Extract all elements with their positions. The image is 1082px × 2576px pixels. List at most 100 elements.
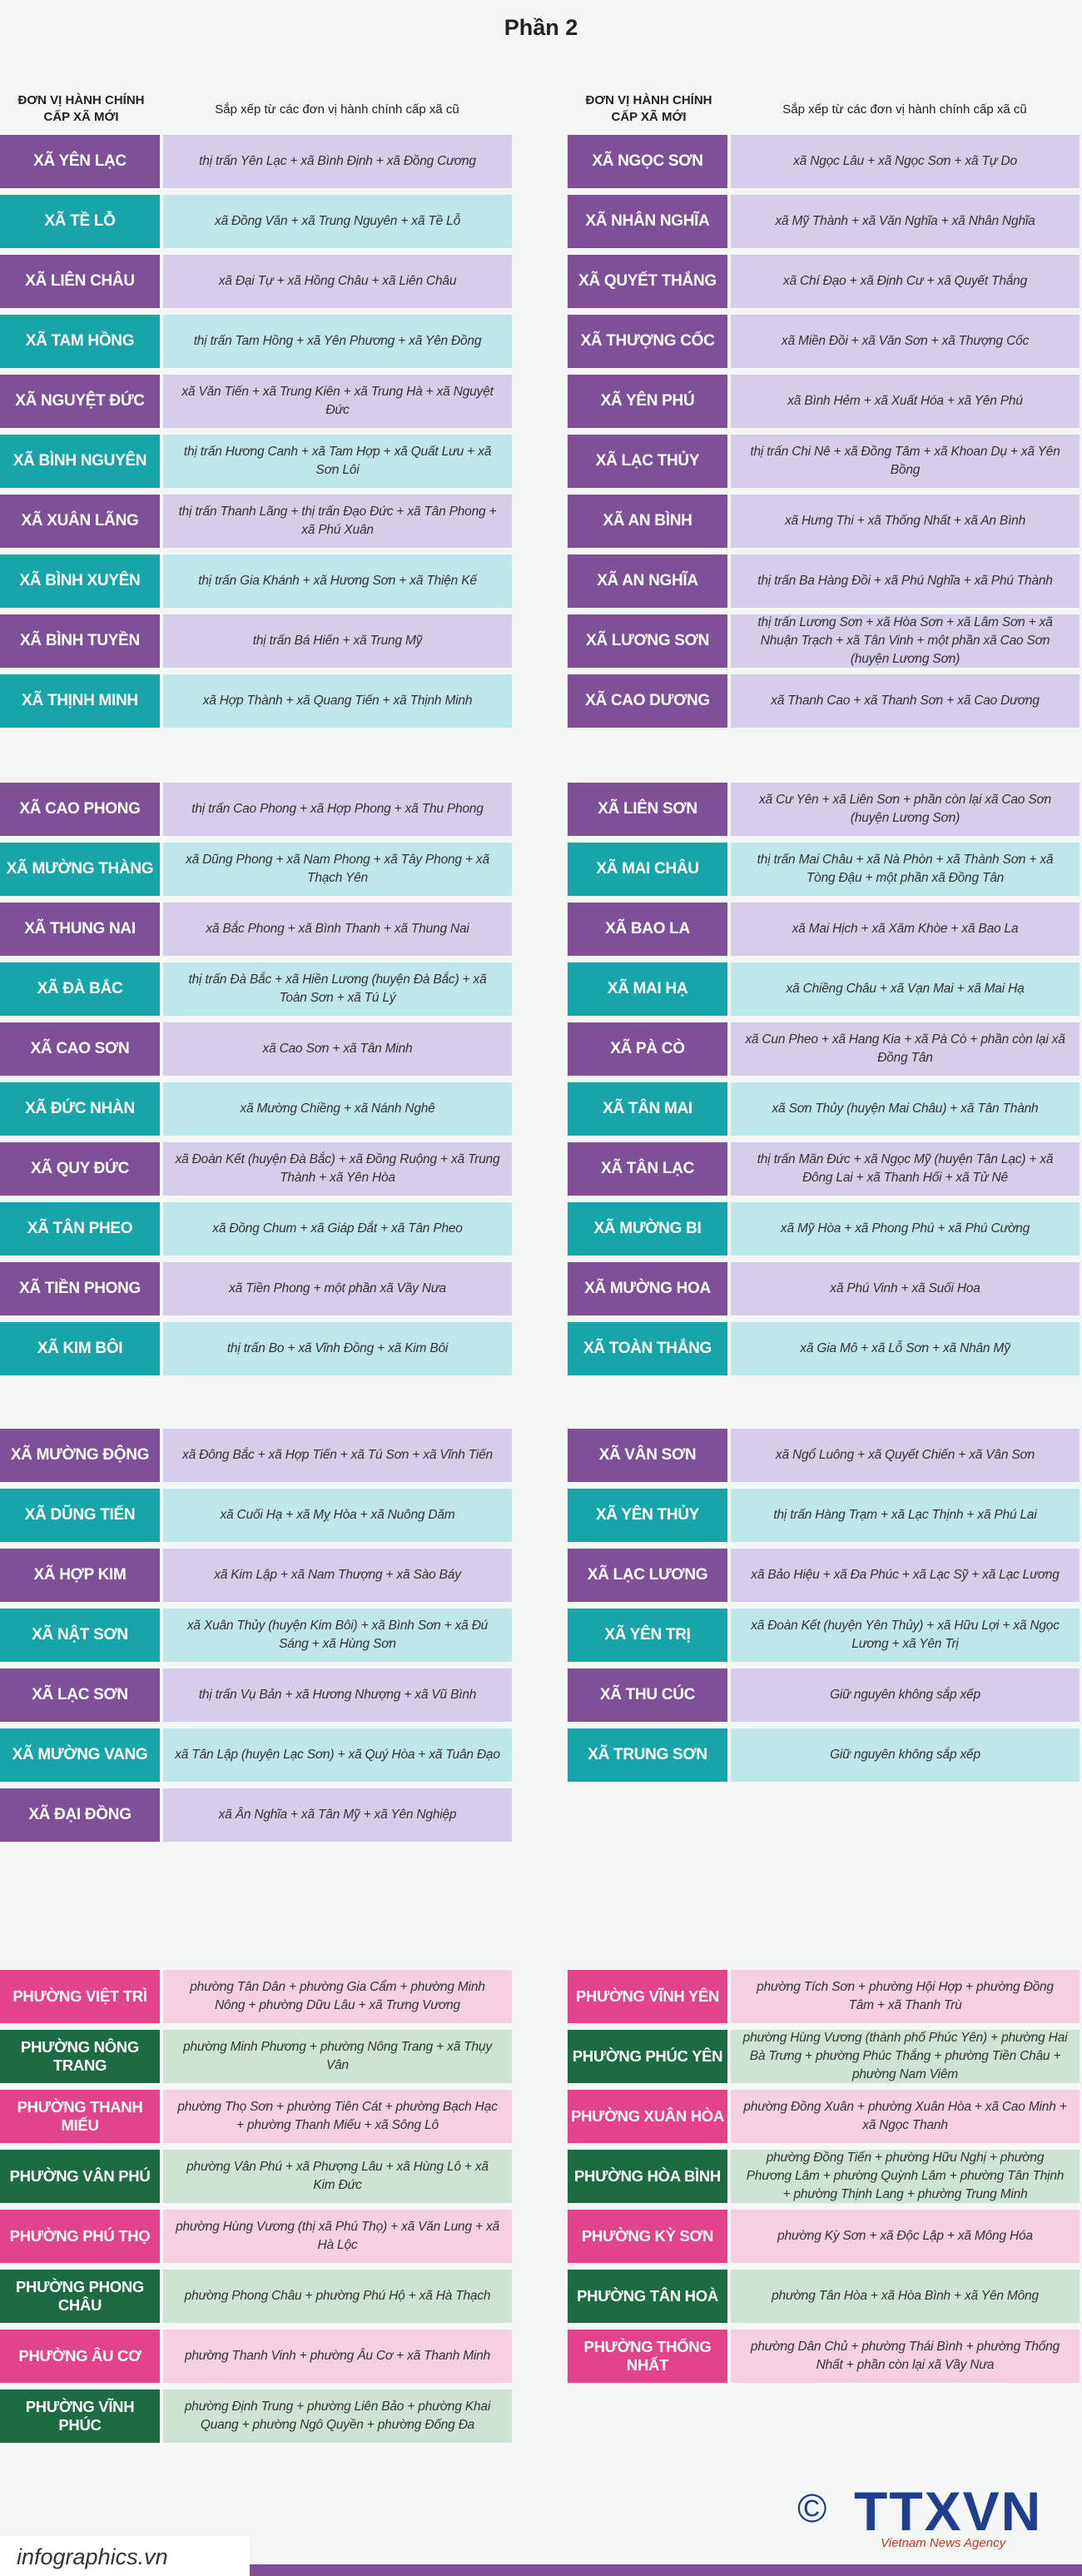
unit-name: PHƯỜNG KỲ SƠN <box>568 2210 727 2263</box>
unit-name: XÃ AN NGHĨA <box>568 554 727 608</box>
table-row: XÃ MƯỜNG BI xã Mỹ Hòa + xã Phong Phú + xã… <box>568 1202 1080 1256</box>
table-row: XÃ TÂN MAI xã Sơn Thủy (huyện Mai Châu) +… <box>568 1082 1080 1136</box>
table-row: XÃ MAI CHÂU thị trấn Mai Châu + xã Nà Phò… <box>568 843 1080 896</box>
merged-units: phường Đồng Xuân + phường Xuân Hòa + xã … <box>731 2090 1080 2143</box>
merged-units: xã Văn Tiến + xã Trung Kiên + xã Trung H… <box>163 375 512 428</box>
table-row: XÃ NGỌC SƠN xã Ngọc Lâu + xã Ngọc Sơn + x… <box>568 135 1080 188</box>
unit-name: XÃ BÌNH NGUYÊN <box>0 435 160 488</box>
merged-units: thị trấn Vụ Bản + xã Hương Nhượng + xã V… <box>163 1668 512 1722</box>
unit-name: PHƯỜNG PHÚC YÊN <box>568 2030 727 2083</box>
merged-units: xã Miền Đồi + xã Văn Sơn + xã Thượng Cốc <box>731 315 1080 368</box>
unit-name: XÃ QUYẾT THẮNG <box>568 255 727 308</box>
unit-name: XÃ PÀ CÒ <box>568 1022 727 1076</box>
unit-name: XÃ TỀ LỖ <box>0 195 160 248</box>
merged-units: phường Minh Phương + phường Nông Trang +… <box>163 2030 512 2083</box>
merged-units: thị trấn Gia Khánh + xã Hương Sơn + xã T… <box>163 554 512 608</box>
unit-name: XÃ ĐỨC NHÀN <box>0 1082 160 1136</box>
table-row: PHƯỜNG PHÚ THỌ phường Hùng Vương (thị xã … <box>0 2210 512 2263</box>
table-row: XÃ AN NGHĨA thị trấn Ba Hàng Đồi + xã Phú… <box>568 554 1080 608</box>
table-row: PHƯỜNG PHÚC YÊN phường Hùng Vương (thành … <box>568 2030 1080 2083</box>
merged-units: thị trấn Chi Nê + xã Đồng Tâm + xã Khoan… <box>731 435 1080 488</box>
merged-units: phường Tích Sơn + phường Hội Hợp + phườn… <box>731 1970 1080 2023</box>
unit-name: PHƯỜNG ÂU CƠ <box>0 2330 160 2383</box>
merged-units: xã Đoàn Kết (huyện Đà Bắc) + xã Đồng Ruộ… <box>163 1142 512 1196</box>
merged-units: phường Định Trung + phường Liên Bảo + ph… <box>163 2390 512 2443</box>
merged-units: xã Gia Mô + xã Lỗ Sơn + xã Nhân Mỹ <box>731 1322 1080 1375</box>
merged-units: thị trấn Hàng Trạm + xã Lạc Thịnh + xã P… <box>731 1489 1080 1542</box>
unit-name: XÃ MƯỜNG THÀNG <box>0 843 160 896</box>
merged-units: phường Thanh Vinh + phường Âu Cơ + xã Th… <box>163 2330 512 2383</box>
unit-name: XÃ TIỀN PHONG <box>0 1262 160 1315</box>
column-header-left: ĐƠN VỊ HÀNH CHÍNH CẤP XÃ MỚI Sắp xếp từ … <box>0 87 512 132</box>
table-row: XÃ YÊN THỦY thị trấn Hàng Trạm + xã Lạc T… <box>568 1489 1080 1542</box>
unit-name: XÃ YÊN PHÚ <box>568 375 727 428</box>
merged-units: thị trấn Hương Canh + xã Tam Hợp + xã Qu… <box>163 435 512 488</box>
table-row: XÃ MAI HẠ xã Chiềng Châu + xã Vạn Mai + x… <box>568 962 1080 1016</box>
table-row: XÃ HỢP KIM xã Kim Lập + xã Nam Thượng + x… <box>0 1549 512 1602</box>
unit-name: XÃ LẠC SƠN <box>0 1668 160 1722</box>
merged-units: xã Thanh Cao + xã Thanh Sơn + xã Cao Dươ… <box>731 674 1080 728</box>
unit-name: PHƯỜNG VĨNH PHÚC <box>0 2390 160 2443</box>
footer-strip <box>0 2536 250 2576</box>
table-row: XÃ ĐỨC NHÀN xã Mường Chiềng + xã Nánh Ngh… <box>0 1082 512 1136</box>
unit-name: XÃ TÂN PHEO <box>0 1202 160 1256</box>
section4-right: PHƯỜNG VĨNH YÊN phường Tích Sơn + phường … <box>568 1970 1080 2383</box>
merged-units: xã Hưng Thi + xã Thống Nhất + xã An Bình <box>731 495 1080 548</box>
table-row: XÃ YÊN TRỊ xã Đoàn Kết (huyện Yên Thủy) +… <box>568 1609 1080 1662</box>
unit-name: PHƯỜNG VÂN PHÚ <box>0 2150 160 2203</box>
merged-units: xã Kim Lập + xã Nam Thượng + xã Sào Báy <box>163 1549 512 1602</box>
header-new-unit: ĐƠN VỊ HÀNH CHÍNH CẤP XÃ MỚI <box>585 93 712 124</box>
merged-units: xã Tân Lập (huyện Lạc Sơn) + xã Quý Hòa … <box>163 1728 512 1782</box>
merged-units: xã Xuân Thủy (huyện Kim Bôi) + xã Bình S… <box>163 1609 512 1662</box>
table-row: XÃ MƯỜNG VANG xã Tân Lập (huyện Lạc Sơn) … <box>0 1728 512 1782</box>
merged-units: xã Ngọc Lâu + xã Ngọc Sơn + xã Tự Do <box>731 135 1080 188</box>
table-row: XÃ YÊN PHÚ xã Bình Hẻm + xã Xuất Hóa + xã… <box>568 375 1080 428</box>
merged-units: xã Cư Yên + xã Liên Sơn + phần còn lại x… <box>731 783 1080 836</box>
merged-units: xã Đoàn Kết (huyện Yên Thủy) + xã Hữu Lợ… <box>731 1609 1080 1662</box>
site-link[interactable]: infographics.vn <box>17 2544 168 2569</box>
unit-name: PHƯỜNG TÂN HOÀ <box>568 2270 727 2323</box>
table-row: XÃ CAO DƯƠNG xã Thanh Cao + xã Thanh Sơn … <box>568 674 1080 728</box>
table-row: XÃ TÂN LẠC thị trấn Mãn Đức + xã Ngọc Mỹ … <box>568 1142 1080 1196</box>
unit-name: XÃ XUÂN LÃNG <box>0 495 160 548</box>
copyright-icon: © <box>797 2487 827 2531</box>
table-row: XÃ LẠC LƯƠNG xã Bảo Hiệu + xã Đa Phúc + x… <box>568 1549 1080 1602</box>
table-row: XÃ KIM BÔI thị trấn Bo + xã Vĩnh Đồng + x… <box>0 1322 512 1375</box>
table-row: XÃ THƯỢNG CỐC xã Miền Đồi + xã Văn Sơn + … <box>568 315 1080 368</box>
table-row: XÃ LẠC THỦY thị trấn Chi Nê + xã Đồng Tâm… <box>568 435 1080 488</box>
unit-name: XÃ LIÊN SƠN <box>568 783 727 836</box>
unit-name: XÃ CAO SƠN <box>0 1022 160 1076</box>
unit-name: XÃ NGUYỆT ĐỨC <box>0 375 160 428</box>
merged-units: xã Đồng Chum + xã Giáp Đắt + xã Tân Pheo <box>163 1202 512 1256</box>
ttxvn-logo: © TTXVN Vietnam News Agency <box>797 2479 1072 2554</box>
unit-name: XÃ HỢP KIM <box>0 1549 160 1602</box>
merged-units: xã Cao Sơn + xã Tân Minh <box>163 1022 512 1076</box>
table-row: XÃ XUÂN LÃNG thị trấn Thanh Lãng + thị tr… <box>0 495 512 548</box>
section1-left: XÃ YÊN LẠC thị trấn Yên Lạc + xã Bình Địn… <box>0 135 512 728</box>
merged-units: xã Mường Chiềng + xã Nánh Nghê <box>163 1082 512 1136</box>
header-new-unit: ĐƠN VỊ HÀNH CHÍNH CẤP XÃ MỚI <box>17 93 145 124</box>
footer: infographics.vn <box>0 2514 1082 2576</box>
unit-name: PHƯỜNG VĨNH YÊN <box>568 1970 727 2023</box>
merged-units: thị trấn Tam Hồng + xã Yên Phương + xã Y… <box>163 315 512 368</box>
merged-units: thị trấn Yên Lạc + xã Bình Định + xã Đồn… <box>163 135 512 188</box>
merged-units: phường Tân Hòa + xã Hòa Bình + xã Yên Mô… <box>731 2270 1080 2323</box>
unit-name: XÃ THƯỢNG CỐC <box>568 315 727 368</box>
merged-units: thị trấn Cao Phong + xã Hợp Phong + xã T… <box>163 783 512 836</box>
merged-units: thị trấn Đà Bắc + xã Hiền Lương (huyện Đ… <box>163 962 512 1016</box>
header-merged-from: Sắp xếp từ các đơn vị hành chính cấp xã … <box>215 102 459 117</box>
merged-units: xã Bình Hẻm + xã Xuất Hóa + xã Yên Phú <box>731 375 1080 428</box>
table-row: PHƯỜNG HÒA BÌNH phường Đồng Tiến + phường… <box>568 2150 1080 2203</box>
merged-units: xã Phú Vinh + xã Suối Hoa <box>731 1262 1080 1315</box>
unit-name: PHƯỜNG PHÚ THỌ <box>0 2210 160 2263</box>
table-row: XÃ MƯỜNG ĐỘNG xã Đông Bắc + xã Hợp Tiến +… <box>0 1429 512 1482</box>
unit-name: XÃ TRUNG SƠN <box>568 1728 727 1782</box>
unit-name: XÃ TÂN LẠC <box>568 1142 727 1196</box>
unit-name: PHƯỜNG NÔNG TRANG <box>0 2030 160 2083</box>
section1-right: XÃ NGỌC SƠN xã Ngọc Lâu + xã Ngọc Sơn + x… <box>568 135 1080 728</box>
merged-units: phường Dân Chủ + phường Thái Bình + phườ… <box>731 2330 1080 2383</box>
merged-units: xã Hợp Thành + xã Quang Tiến + xã Thịnh … <box>163 674 512 728</box>
table-row: XÃ BÌNH XUYÊN thị trấn Gia Khánh + xã Hươ… <box>0 554 512 608</box>
table-row: XÃ MƯỜNG HOA xã Phú Vinh + xã Suối Hoa <box>568 1262 1080 1315</box>
table-row: PHƯỜNG VÂN PHÚ phường Vân Phú + xã Phượng… <box>0 2150 512 2203</box>
